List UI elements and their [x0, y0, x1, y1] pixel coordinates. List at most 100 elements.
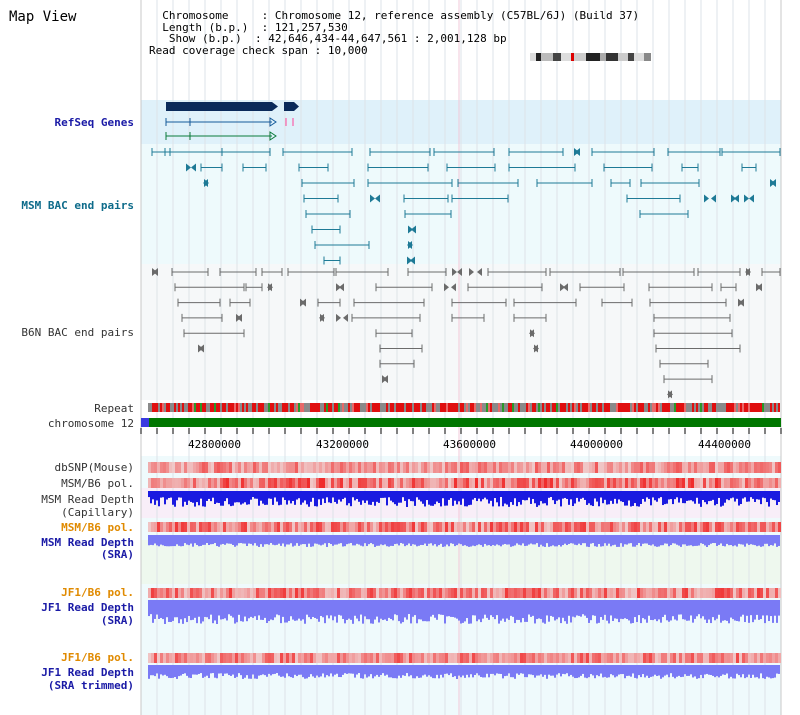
heat-mark	[463, 522, 466, 532]
depth-bar	[662, 491, 664, 506]
heat-mark	[487, 478, 490, 488]
heat-mark	[442, 588, 445, 598]
depth-bar	[184, 491, 186, 502]
heat-mark	[520, 588, 523, 598]
heat-mark	[733, 462, 736, 473]
track-label-msm-b6-pol-1[interactable]: MSM/B6 pol.	[61, 477, 134, 490]
depth-bar	[430, 491, 432, 506]
depth-bar	[312, 600, 314, 617]
repeat-mark	[684, 403, 686, 412]
track-label-msm-depth-cap-1[interactable]: MSM Read Depth	[41, 493, 134, 506]
depth-bar	[158, 600, 160, 619]
heat-mark	[454, 462, 457, 473]
heat-mark	[598, 462, 601, 473]
depth-bar	[644, 600, 646, 620]
depth-bar	[166, 665, 168, 677]
depth-bar	[520, 535, 522, 546]
refseq-transcript	[269, 117, 277, 127]
heat-mark	[343, 462, 346, 473]
repeat-mark	[158, 403, 160, 412]
heat-mark	[292, 478, 295, 488]
heat-mark	[181, 522, 184, 532]
repeat-mark	[316, 403, 318, 412]
track-label-jf1-b6-pol-1[interactable]: JF1/B6 pol.	[61, 586, 134, 599]
heat-mark	[733, 478, 736, 488]
depth-bar	[400, 491, 402, 503]
heat-mark	[343, 653, 346, 663]
track-label-msm-depth-sra-1[interactable]: MSM Read Depth	[41, 536, 134, 549]
depth-bar	[592, 535, 594, 544]
depth-bar	[184, 665, 186, 674]
track-label-b6n-bac[interactable]: B6N BAC end pairs	[21, 326, 134, 339]
heat-mark	[460, 522, 463, 532]
track-label-jf1-depth-trim-1[interactable]: JF1 Read Depth	[41, 666, 134, 679]
heat-mark	[172, 478, 175, 488]
heat-mark	[634, 653, 637, 663]
repeat-mark	[156, 403, 158, 412]
depth-bar	[260, 491, 262, 501]
heat-mark	[583, 653, 586, 663]
depth-bar	[674, 600, 676, 620]
depth-bar	[440, 491, 442, 507]
repeat-mark	[418, 403, 420, 412]
heat-mark	[334, 462, 337, 473]
track-label-repeat[interactable]: Repeat	[94, 402, 134, 415]
bac-end	[749, 194, 754, 203]
depth-bar	[454, 600, 456, 618]
heat-mark	[151, 478, 154, 488]
heat-mark	[775, 588, 778, 598]
depth-bar	[240, 600, 242, 622]
depth-bar	[202, 491, 204, 507]
depth-bar	[328, 535, 330, 544]
track-label-jf1-b6-pol-2[interactable]: JF1/B6 pol.	[61, 651, 134, 664]
heat-mark	[655, 588, 658, 598]
depth-bar	[292, 600, 294, 620]
depth-bar	[728, 535, 730, 546]
depth-bar	[712, 535, 714, 544]
depth-bar	[416, 600, 418, 624]
chromosome-bar	[141, 418, 781, 427]
heat-mark	[670, 462, 673, 473]
heat-mark	[679, 588, 682, 598]
track-label-dbsnp[interactable]: dbSNP(Mouse)	[54, 461, 134, 474]
repeat-mark	[162, 403, 164, 412]
heat-mark	[325, 653, 328, 663]
depth-bar	[750, 491, 752, 498]
depth-bar	[552, 665, 554, 676]
depth-bar	[650, 600, 652, 620]
track-label-refseq[interactable]: RefSeq Genes	[54, 116, 134, 129]
heat-mark	[310, 462, 313, 473]
ideogram-band	[618, 53, 628, 61]
heat-mark	[148, 462, 151, 473]
depth-bar	[518, 491, 520, 503]
heat-mark	[517, 478, 520, 488]
heat-mark	[214, 588, 217, 598]
track-label-msm-b6-pol-2[interactable]: MSM/B6 pol.	[61, 521, 134, 534]
depth-bar	[742, 665, 744, 675]
depth-bar	[748, 665, 750, 675]
depth-bar	[730, 535, 732, 546]
depth-bar	[276, 535, 278, 545]
heat-mark	[277, 462, 280, 473]
track-label-msm-depth-cap-2: (Capillary)	[61, 506, 134, 519]
track-label-jf1-depth-sra-1[interactable]: JF1 Read Depth	[41, 601, 134, 614]
depth-bar	[672, 491, 674, 505]
bac-end	[408, 225, 413, 234]
heat-mark	[466, 588, 469, 598]
heat-mark	[298, 653, 301, 663]
repeat-mark	[572, 403, 574, 412]
depth-bar	[490, 491, 492, 501]
depth-bar	[378, 665, 380, 677]
repeat-mark	[384, 403, 386, 412]
bac-end	[191, 163, 196, 172]
heat-mark	[712, 522, 715, 532]
track-label-msm-depth-sra-2: (SRA)	[100, 548, 134, 561]
depth-bar	[484, 491, 486, 498]
depth-bar	[476, 535, 478, 546]
heat-mark	[403, 478, 406, 488]
depth-bar	[732, 600, 734, 620]
depth-bar	[622, 535, 624, 547]
track-label-msm-bac[interactable]: MSM BAC end pairs	[21, 199, 134, 212]
depth-bar	[756, 600, 758, 615]
depth-bar	[344, 535, 346, 547]
